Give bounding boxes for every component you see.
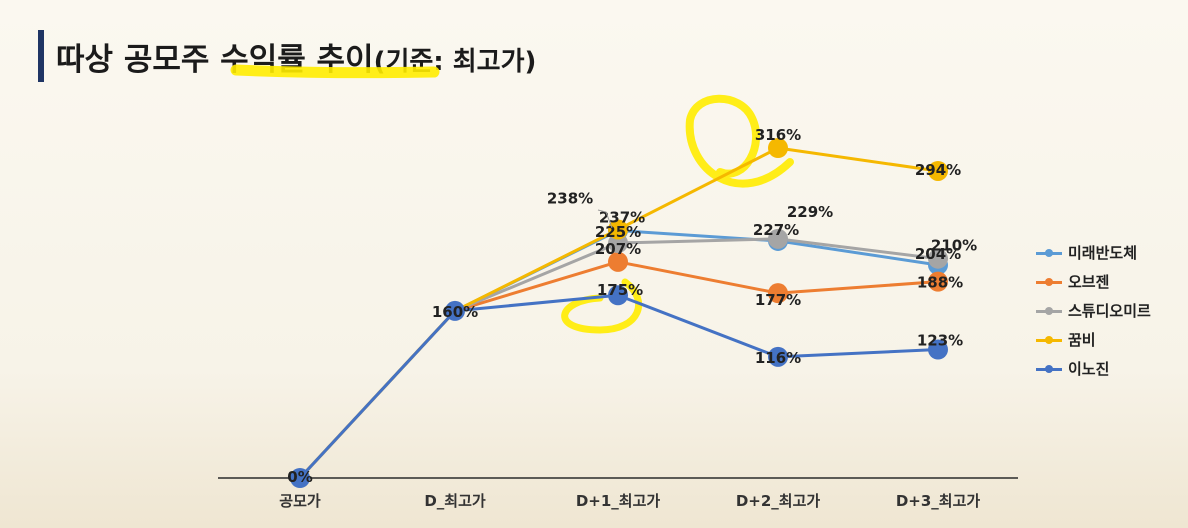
x-tick-label: D+1_최고가 [576, 492, 661, 510]
data-label: 177% [755, 291, 801, 309]
data-label: 294% [915, 161, 961, 179]
series-line [298, 146, 939, 480]
highlight-circle-large [685, 94, 794, 188]
highlight-underline [230, 64, 440, 79]
data-label: 316% [755, 126, 801, 144]
data-point [768, 346, 788, 367]
data-label: 160% [432, 303, 478, 321]
legend-item: 꿈비 [1036, 325, 1151, 354]
x-tick-label: D+2_최고가 [736, 492, 821, 510]
legend-swatch [1036, 304, 1062, 318]
data-point [928, 160, 948, 181]
label-leader-line [597, 209, 613, 229]
legend-item: 스튜디오미르 [1036, 296, 1151, 325]
data-point [768, 138, 788, 158]
data-point [608, 251, 628, 272]
data-label: 227% [753, 221, 799, 239]
data-label: 188% [917, 274, 963, 292]
data-label: 238% [547, 189, 593, 207]
data-point [608, 219, 628, 240]
data-label: 204% [915, 245, 961, 263]
legend-label: 스튜디오미르 [1068, 302, 1151, 320]
data-label: 123% [917, 332, 963, 350]
data-point [608, 285, 628, 306]
x-tick-label: D+3_최고가 [896, 492, 981, 510]
legend-item: 미래반도체 [1036, 238, 1151, 267]
data-label: 0% [287, 468, 312, 486]
data-point [928, 339, 948, 360]
data-point [768, 228, 788, 249]
legend-swatch [1036, 333, 1062, 347]
legend-label: 오브젠 [1068, 273, 1110, 291]
legend-label: 이노진 [1068, 360, 1110, 378]
data-label: 225% [595, 223, 641, 241]
data-point [290, 468, 310, 488]
data-point [928, 271, 948, 292]
legend-item: 이노진 [1036, 354, 1151, 383]
legend-swatch [1036, 275, 1062, 289]
data-label: 207% [595, 240, 641, 258]
data-point [445, 300, 465, 321]
data-point [928, 248, 948, 269]
legend-label: 미래반도체 [1068, 244, 1138, 262]
title-accent-bar [38, 30, 44, 82]
x-tick-label: D_최고가 [424, 492, 486, 510]
series-line [298, 293, 939, 480]
x-tick-label: 공모가 [279, 492, 321, 510]
legend-swatch [1036, 362, 1062, 376]
data-label: 116% [755, 349, 801, 367]
data-label: 229% [787, 203, 833, 221]
legend-swatch [1036, 246, 1062, 260]
legend-item: 오브젠 [1036, 267, 1151, 296]
data-label: 237% [599, 209, 645, 227]
highlighter-marks [230, 64, 794, 334]
series-line [298, 237, 939, 480]
legend-label: 꿈비 [1068, 331, 1096, 349]
data-point [768, 283, 788, 304]
data-label: 210% [931, 237, 977, 255]
data-label: 175% [597, 281, 643, 299]
